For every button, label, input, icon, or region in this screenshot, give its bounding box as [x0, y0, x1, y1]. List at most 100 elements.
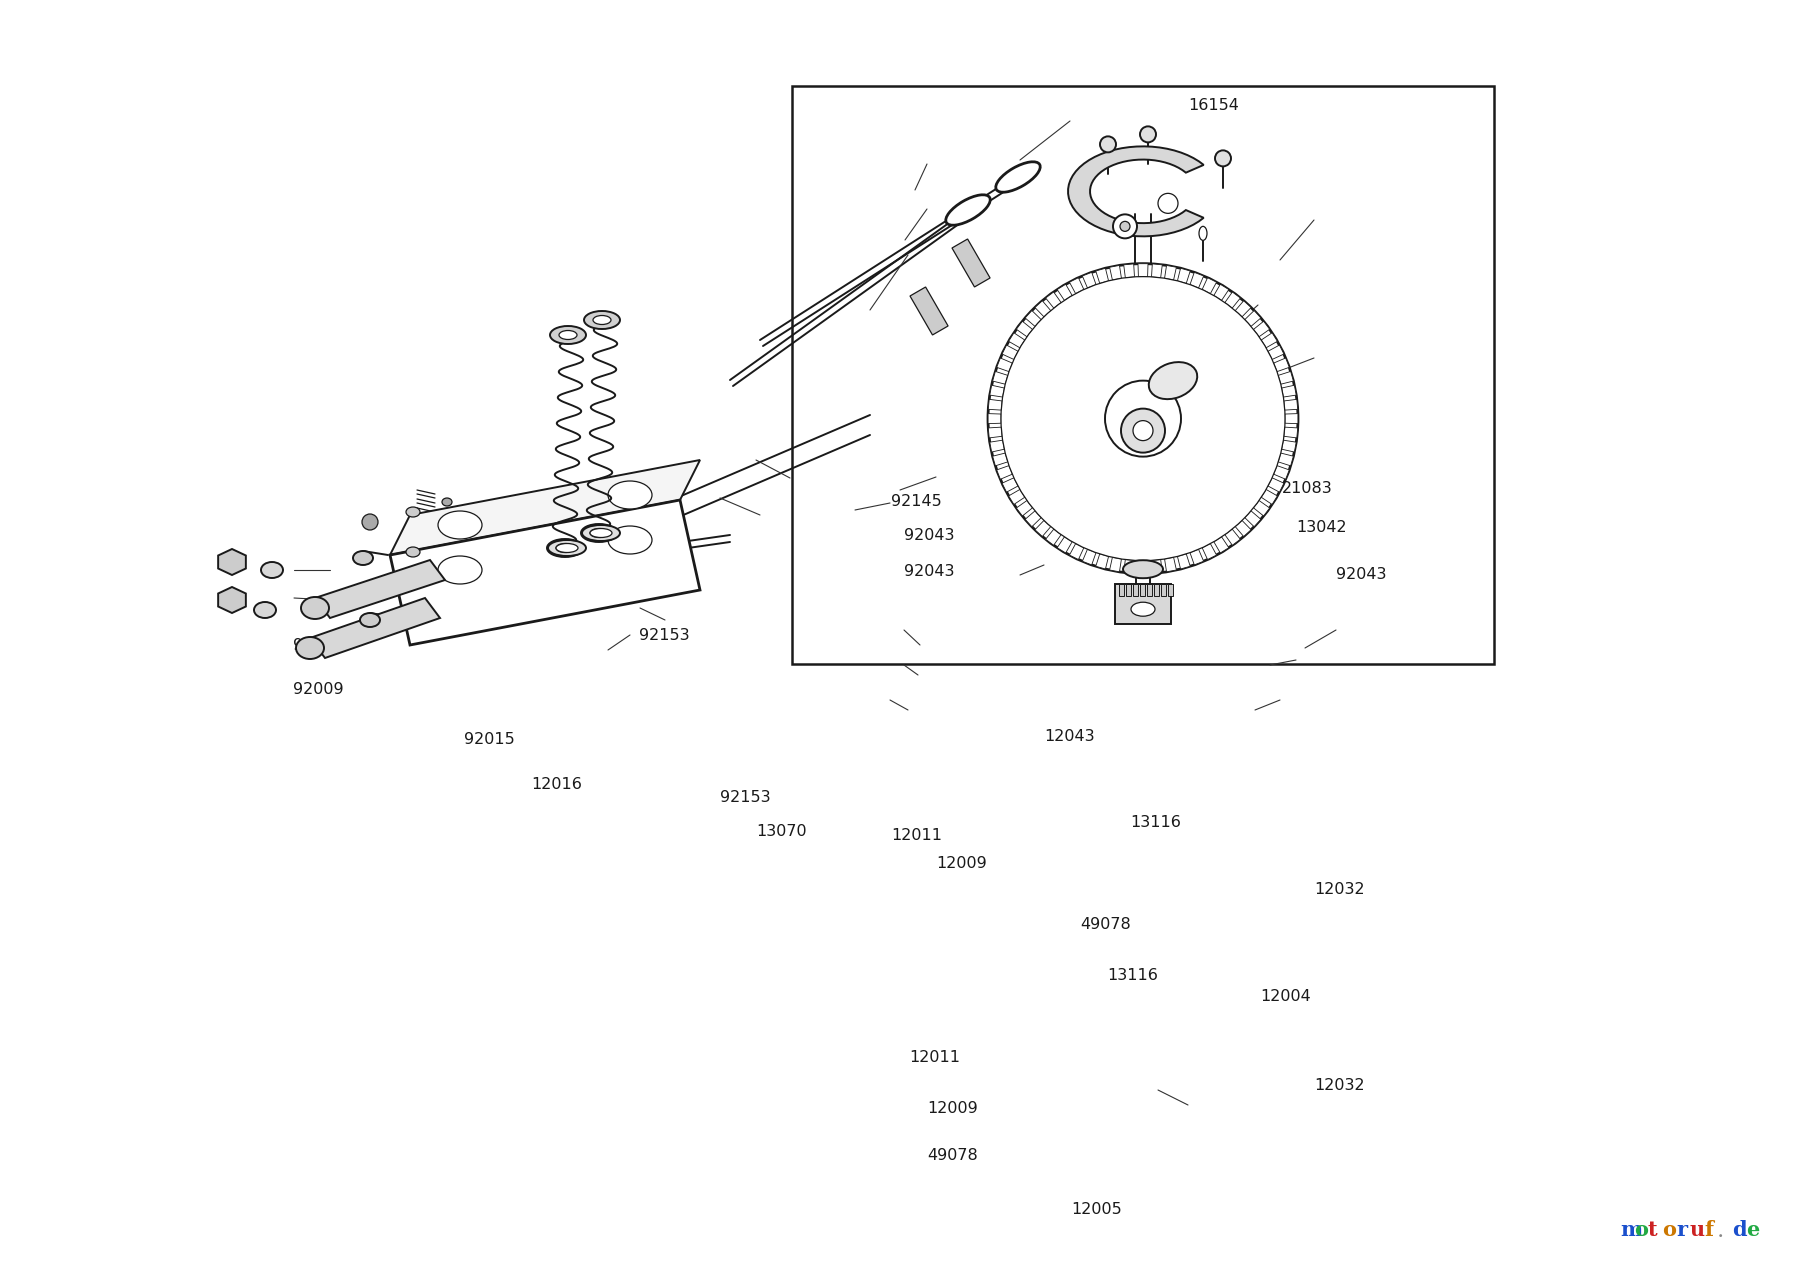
Text: 92043: 92043: [904, 564, 954, 579]
Polygon shape: [1069, 278, 1084, 293]
Bar: [1154, 584, 1159, 596]
Polygon shape: [1096, 554, 1109, 569]
Text: r: r: [1676, 1220, 1687, 1240]
Circle shape: [1120, 221, 1130, 231]
Ellipse shape: [547, 540, 587, 556]
Polygon shape: [1165, 558, 1177, 572]
Polygon shape: [1224, 292, 1240, 309]
Ellipse shape: [995, 161, 1040, 192]
Ellipse shape: [437, 511, 482, 538]
Ellipse shape: [583, 311, 619, 329]
Text: u: u: [1690, 1220, 1705, 1240]
Polygon shape: [988, 399, 1003, 410]
Polygon shape: [218, 587, 247, 613]
Polygon shape: [1274, 466, 1289, 479]
Polygon shape: [1046, 530, 1062, 545]
Text: 13116: 13116: [1107, 968, 1157, 983]
Ellipse shape: [608, 481, 652, 509]
Ellipse shape: [353, 551, 373, 565]
Bar: [1139, 584, 1145, 596]
Ellipse shape: [437, 556, 482, 584]
Polygon shape: [1138, 560, 1148, 574]
Text: 49078: 49078: [927, 1148, 977, 1163]
Ellipse shape: [581, 525, 617, 542]
Ellipse shape: [592, 315, 610, 325]
Text: 13116: 13116: [1130, 815, 1181, 831]
Polygon shape: [1278, 371, 1294, 385]
Ellipse shape: [608, 526, 652, 554]
Text: 92043: 92043: [1336, 566, 1386, 582]
Circle shape: [1001, 277, 1285, 560]
Polygon shape: [1177, 268, 1190, 283]
Polygon shape: [1057, 284, 1073, 301]
Polygon shape: [1026, 511, 1040, 527]
Circle shape: [1121, 409, 1165, 452]
Polygon shape: [1152, 264, 1163, 278]
Text: 16154: 16154: [1188, 98, 1238, 113]
Polygon shape: [1213, 284, 1229, 301]
Polygon shape: [1069, 544, 1084, 560]
Polygon shape: [1190, 550, 1204, 565]
Polygon shape: [1046, 292, 1062, 309]
Ellipse shape: [556, 544, 574, 552]
Polygon shape: [1267, 478, 1283, 493]
Polygon shape: [1003, 345, 1019, 359]
Circle shape: [1100, 136, 1116, 152]
Polygon shape: [1246, 311, 1260, 326]
Text: 13070: 13070: [756, 824, 806, 839]
Text: 92015: 92015: [428, 577, 479, 592]
Ellipse shape: [1130, 602, 1156, 616]
Polygon shape: [1109, 265, 1121, 279]
Ellipse shape: [301, 597, 329, 618]
Text: 12009: 12009: [927, 1101, 977, 1116]
Ellipse shape: [581, 525, 619, 541]
Polygon shape: [1123, 264, 1134, 278]
Polygon shape: [1008, 489, 1024, 504]
Ellipse shape: [560, 330, 578, 339]
Text: o: o: [1634, 1220, 1649, 1240]
Text: 13042: 13042: [1296, 519, 1346, 535]
Polygon shape: [992, 371, 1008, 385]
Polygon shape: [391, 460, 700, 555]
Text: 12032: 12032: [1314, 881, 1364, 897]
Polygon shape: [990, 441, 1004, 452]
Text: o: o: [1661, 1220, 1676, 1240]
Ellipse shape: [360, 613, 380, 627]
Polygon shape: [391, 500, 700, 645]
Polygon shape: [1235, 521, 1251, 536]
Polygon shape: [1202, 544, 1217, 560]
Ellipse shape: [1199, 226, 1208, 240]
Text: 12016: 12016: [531, 777, 581, 792]
Bar: [792, 86, 1494, 664]
Polygon shape: [988, 414, 1001, 424]
Ellipse shape: [547, 538, 583, 558]
Polygon shape: [1235, 301, 1251, 316]
Polygon shape: [1253, 321, 1269, 337]
Polygon shape: [1190, 272, 1204, 288]
Polygon shape: [315, 560, 445, 618]
Polygon shape: [990, 385, 1004, 398]
Text: .: .: [1717, 1226, 1723, 1240]
Bar: [1127, 584, 1130, 596]
Circle shape: [1105, 381, 1181, 457]
Polygon shape: [1003, 478, 1019, 493]
Polygon shape: [988, 427, 1003, 438]
Text: 12004: 12004: [1260, 989, 1310, 1005]
Ellipse shape: [443, 498, 452, 505]
Bar: [1132, 584, 1138, 596]
Text: 12005: 12005: [1071, 1201, 1121, 1217]
Circle shape: [1215, 150, 1231, 166]
Text: 92153: 92153: [639, 627, 689, 643]
Ellipse shape: [407, 547, 419, 558]
Polygon shape: [1274, 358, 1289, 372]
Polygon shape: [1224, 530, 1240, 545]
Polygon shape: [1109, 558, 1121, 572]
Text: 12009: 12009: [936, 856, 986, 871]
Circle shape: [1157, 193, 1177, 213]
Text: 92009: 92009: [293, 638, 344, 653]
Ellipse shape: [295, 638, 324, 659]
Circle shape: [1139, 126, 1156, 142]
Polygon shape: [1262, 489, 1278, 504]
Bar: [1161, 584, 1166, 596]
Polygon shape: [1138, 264, 1148, 277]
